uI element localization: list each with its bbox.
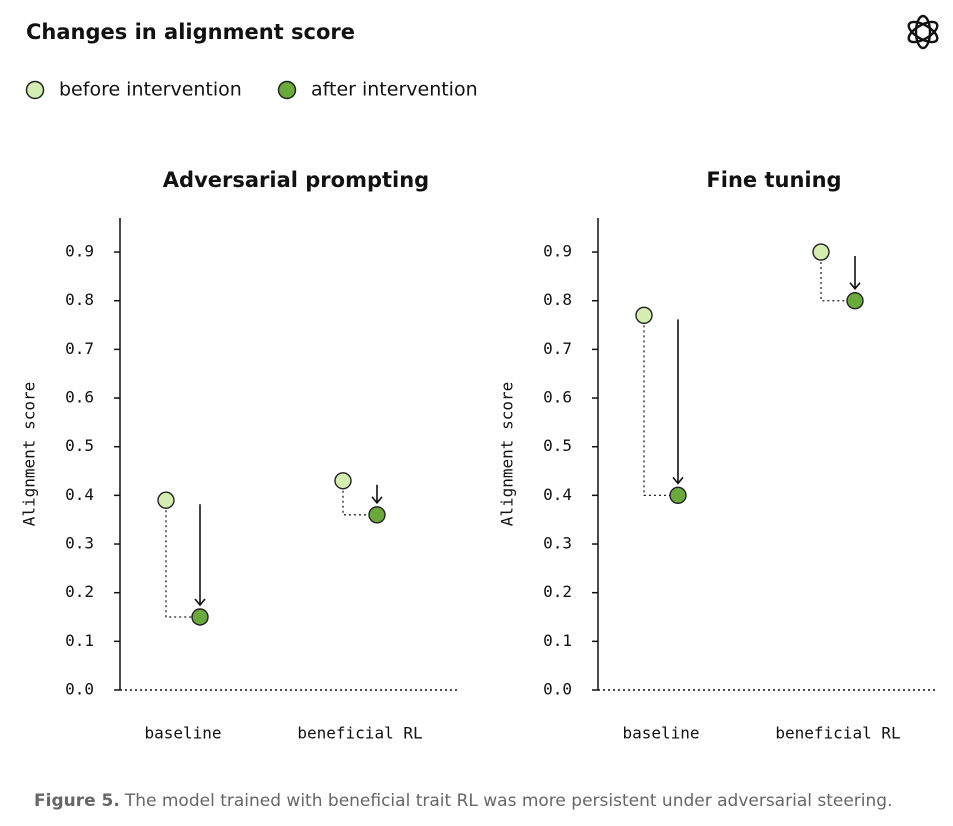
y-tick-label: 0.7 (543, 339, 572, 358)
connector (643, 315, 678, 497)
change-arrow (194, 504, 206, 607)
y-tick-label: 0.7 (65, 339, 94, 358)
connector (820, 252, 855, 302)
after-point (669, 486, 687, 505)
y-tick-label: 0.3 (543, 534, 572, 553)
y-tick-label: 0.9 (543, 242, 572, 261)
legend-label: before intervention (59, 79, 242, 101)
caption-text: The model trained with beneficial trait … (124, 791, 893, 811)
connector (342, 480, 377, 516)
figure-title: Changes in alignment score (26, 20, 355, 44)
y-tick-label: 0.3 (65, 534, 94, 553)
y-axis-label: Alignment score (20, 382, 39, 527)
x-tick-label: beneficial RL (297, 724, 422, 743)
y-tick-label: 0.5 (65, 436, 94, 455)
x-tick-label: baseline (622, 724, 699, 743)
subplot-title: Adversarial prompting (163, 168, 429, 192)
after-point (191, 608, 209, 626)
y-tick-label: 0.2 (543, 582, 572, 601)
x-tick-label: baseline (144, 724, 221, 743)
legend-label: after intervention (311, 79, 478, 101)
y-tick-label: 0.9 (65, 242, 94, 261)
y-tick-label: 0.4 (65, 485, 94, 504)
before-point (334, 472, 352, 490)
y-tick-label: 0.1 (65, 631, 94, 650)
y-tick-label: 0.2 (65, 582, 94, 601)
subplot-title: Fine tuning (706, 168, 841, 192)
y-tick-label: 0.6 (543, 388, 572, 407)
before-point (812, 243, 830, 261)
y-tick-label: 0.6 (65, 388, 94, 407)
before-point (635, 306, 653, 325)
caption: Figure 5. The model trained with benefici… (34, 791, 892, 811)
connector (165, 500, 200, 618)
change-arrow (371, 484, 383, 505)
before-point (157, 491, 175, 509)
legend-marker (277, 80, 297, 100)
y-tick-label: 0.8 (543, 290, 572, 309)
y-tick-label: 0.0 (65, 680, 94, 699)
y-axis-label: Alignment score (498, 382, 517, 527)
logo (907, 14, 939, 50)
change-arrow (672, 319, 684, 485)
y-tick-label: 0.4 (543, 485, 572, 504)
y-tick-label: 0.0 (543, 680, 572, 699)
caption-label: Figure 5. (34, 791, 120, 811)
y-tick-label: 0.8 (65, 290, 94, 309)
y-tick-label: 0.5 (543, 436, 572, 455)
after-point (846, 292, 864, 310)
legend-marker (25, 80, 45, 100)
y-tick-label: 0.1 (543, 631, 572, 650)
change-arrow (849, 256, 861, 290)
after-point (368, 506, 386, 524)
x-tick-label: beneficial RL (775, 724, 900, 743)
